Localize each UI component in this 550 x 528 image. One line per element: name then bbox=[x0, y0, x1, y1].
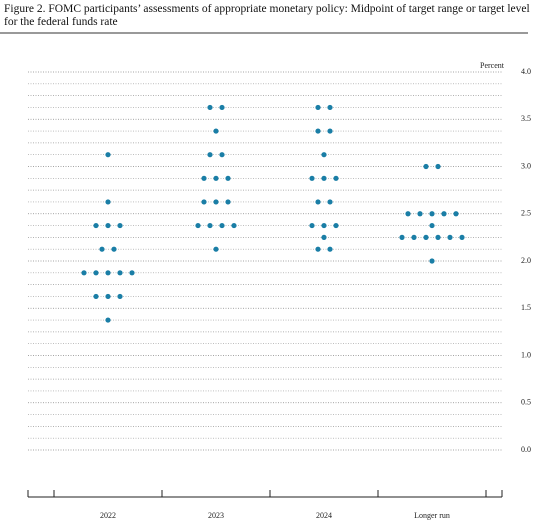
dot bbox=[213, 175, 219, 181]
dot bbox=[213, 199, 219, 205]
dot bbox=[327, 128, 333, 134]
dot bbox=[321, 234, 327, 240]
dot bbox=[105, 152, 111, 158]
dot bbox=[429, 222, 435, 229]
dot bbox=[321, 152, 327, 158]
dot bbox=[93, 222, 99, 229]
dot bbox=[447, 234, 453, 240]
dot bbox=[207, 104, 213, 111]
y-tick-label: 2.0 bbox=[521, 256, 531, 265]
dot bbox=[309, 222, 315, 229]
dot bbox=[105, 317, 111, 323]
y-axis-label: Percent bbox=[480, 61, 505, 70]
y-tick-label: 0.0 bbox=[521, 445, 531, 454]
dot bbox=[195, 222, 201, 229]
dot bbox=[459, 234, 465, 240]
y-tick-label: 3.0 bbox=[521, 161, 531, 170]
y-tick-label: 4.0 bbox=[521, 67, 531, 76]
dot bbox=[327, 104, 333, 111]
dot bbox=[105, 222, 111, 229]
dot bbox=[219, 104, 225, 111]
dot bbox=[321, 175, 327, 181]
dot bbox=[93, 293, 99, 300]
y-tick-label: 1.0 bbox=[521, 350, 531, 359]
x-tick-label: 2024 bbox=[316, 511, 332, 520]
dot bbox=[417, 211, 423, 217]
dot bbox=[93, 270, 99, 276]
dot bbox=[327, 246, 333, 252]
dot bbox=[225, 175, 231, 181]
dot bbox=[219, 222, 225, 229]
dot bbox=[207, 222, 213, 229]
dot bbox=[213, 128, 219, 134]
x-tick-label: 2023 bbox=[208, 511, 224, 520]
y-tick-label: 1.5 bbox=[521, 303, 531, 312]
dot bbox=[81, 270, 87, 276]
dot bbox=[201, 199, 207, 205]
dot bbox=[321, 222, 327, 229]
dot bbox=[117, 222, 123, 229]
dot bbox=[327, 199, 333, 205]
dot bbox=[441, 211, 447, 217]
dot bbox=[423, 234, 429, 240]
dot bbox=[315, 128, 321, 134]
dot bbox=[213, 246, 219, 252]
x-tick-label: Longer run bbox=[414, 511, 450, 520]
dot bbox=[219, 152, 225, 158]
dot bbox=[99, 246, 105, 252]
dot bbox=[105, 270, 111, 276]
dot bbox=[207, 152, 213, 158]
dot bbox=[309, 175, 315, 181]
dot bbox=[333, 222, 339, 229]
dot bbox=[435, 234, 441, 240]
dot bbox=[105, 199, 111, 205]
dot bbox=[429, 258, 435, 264]
x-tick-label: 2022 bbox=[100, 511, 116, 520]
y-tick-label: 0.5 bbox=[521, 398, 531, 407]
y-tick-label: 2.5 bbox=[521, 209, 531, 218]
dot bbox=[225, 199, 231, 205]
dot bbox=[453, 211, 459, 217]
dot bbox=[399, 234, 405, 240]
dot bbox=[315, 246, 321, 252]
dot bbox=[411, 234, 417, 240]
dot bbox=[117, 270, 123, 276]
dot bbox=[423, 163, 429, 170]
dot bbox=[315, 104, 321, 111]
dot bbox=[105, 293, 111, 300]
dot bbox=[231, 222, 237, 229]
dot bbox=[117, 293, 123, 300]
dot bbox=[333, 175, 339, 181]
dot bbox=[315, 199, 321, 205]
chart-title: Figure 2. FOMC participants’ assessments… bbox=[4, 3, 530, 28]
dot bbox=[129, 270, 135, 276]
dot bbox=[405, 211, 411, 217]
dot bbox=[435, 163, 441, 170]
dot bbox=[429, 211, 435, 217]
dot bbox=[201, 175, 207, 181]
y-tick-label: 3.5 bbox=[521, 114, 531, 123]
dot bbox=[111, 246, 117, 252]
